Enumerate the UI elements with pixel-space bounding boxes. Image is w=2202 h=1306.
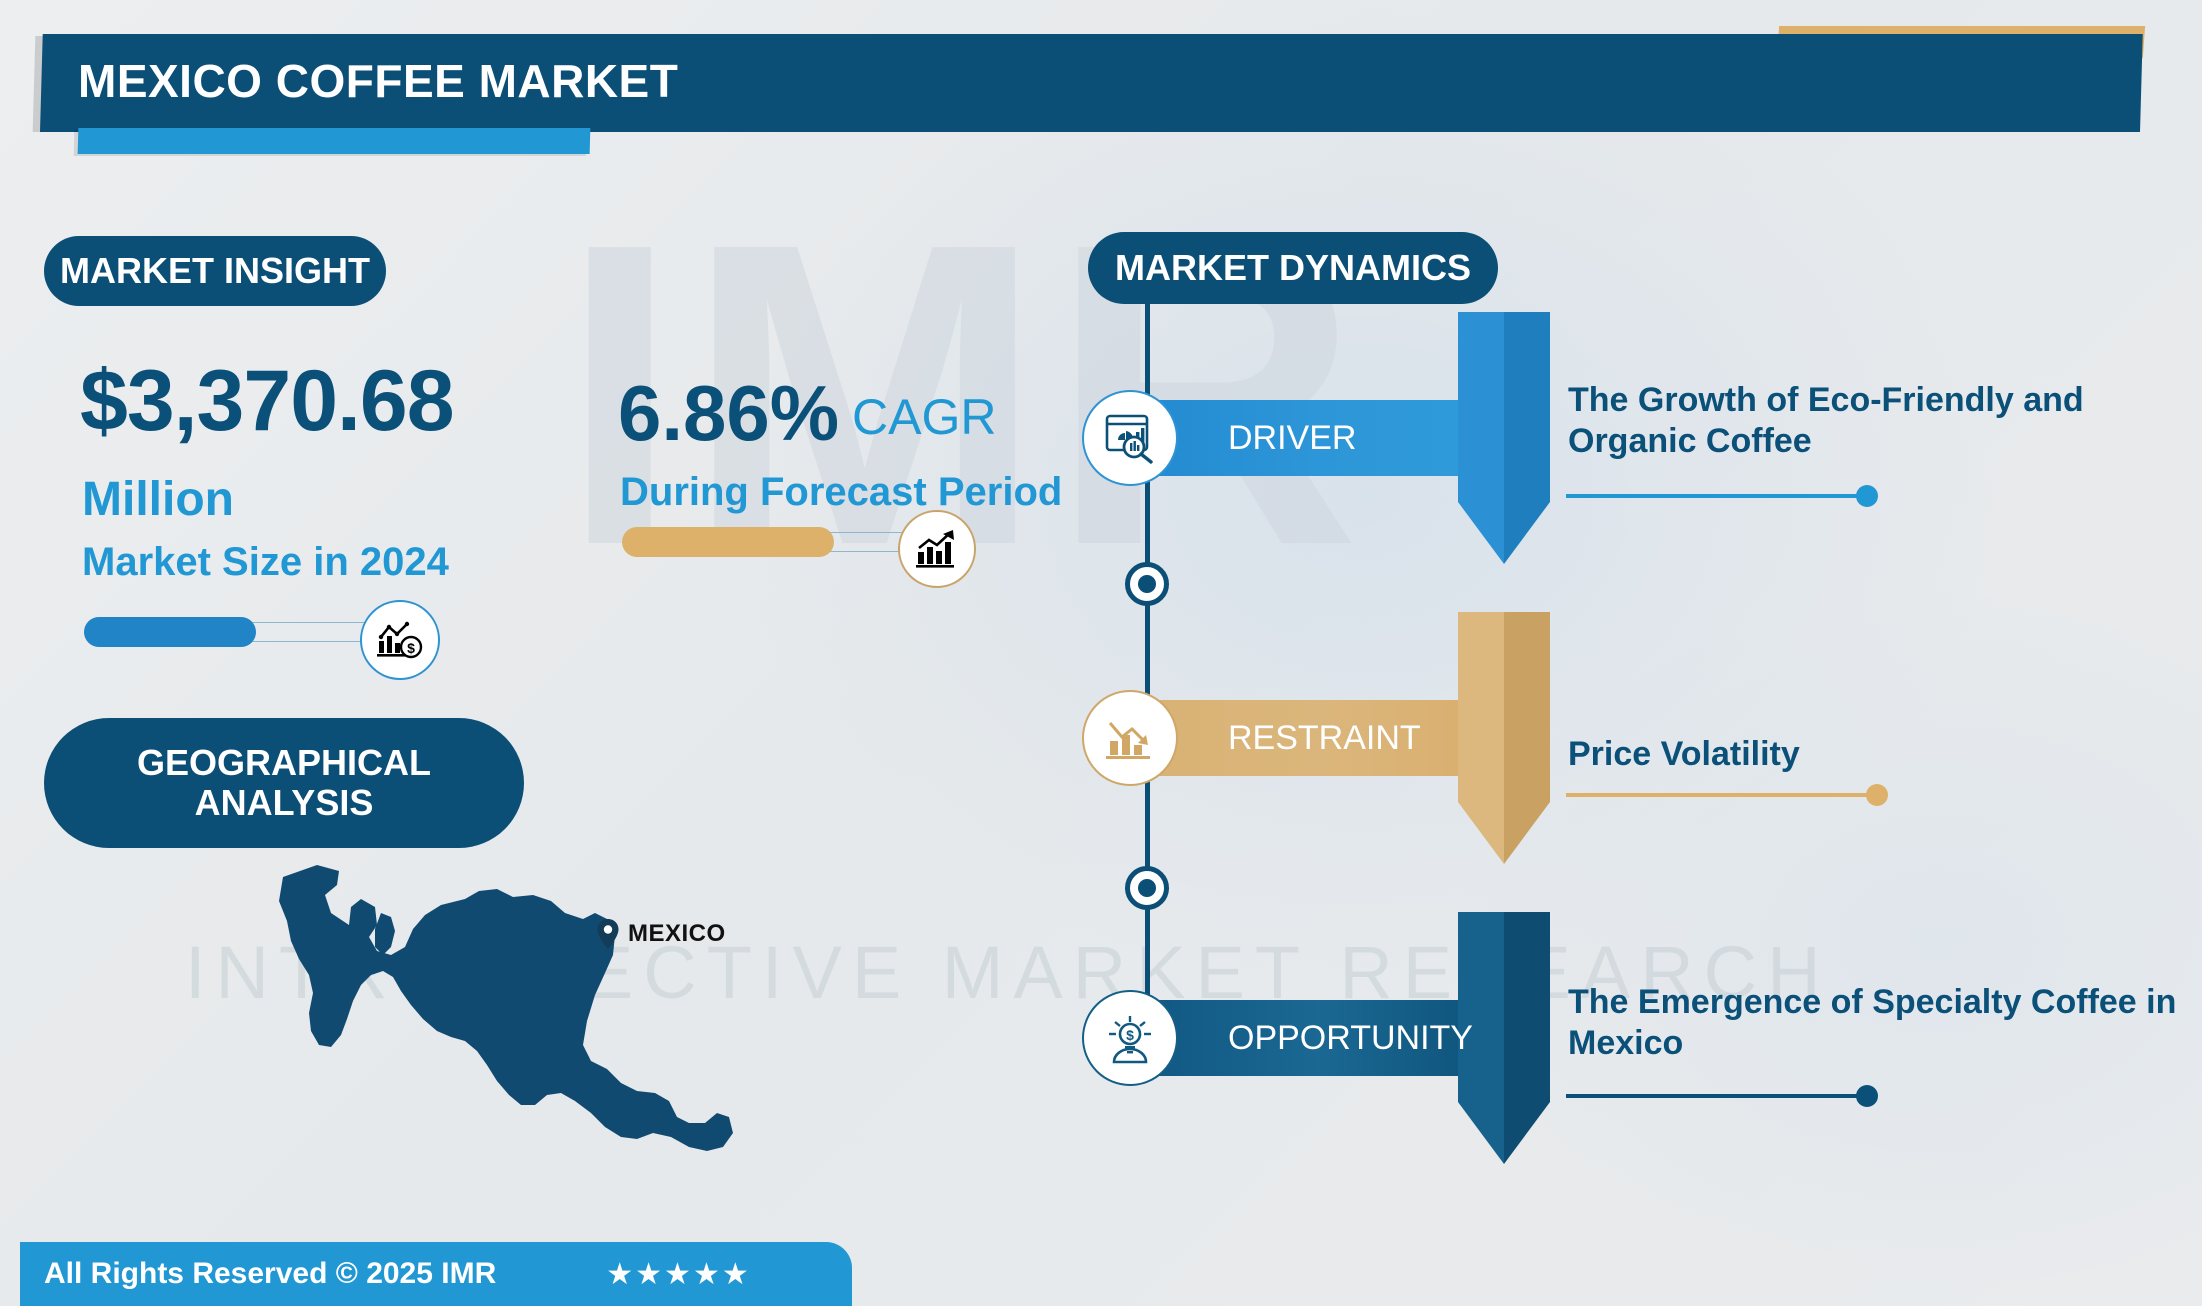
header-accent-bar xyxy=(77,128,591,154)
svg-text:$: $ xyxy=(1126,1027,1134,1043)
restraint-label: RESTRAINT xyxy=(1228,718,1421,757)
cagr-bar-fill xyxy=(622,527,834,557)
market-size-bar-fill xyxy=(84,617,256,647)
map-pin-icon xyxy=(597,919,619,949)
driver-label: DRIVER xyxy=(1228,418,1357,457)
timeline-node-1 xyxy=(1125,562,1169,606)
growth-chart-icon xyxy=(898,510,976,588)
geo-pill-line1: GEOGRAPHICAL xyxy=(136,741,431,783)
opportunity-text: The Emergence of Specialty Coffee in Mex… xyxy=(1568,983,2177,1063)
timeline-node-2 xyxy=(1125,866,1169,910)
opportunity-label: OPPORTUNITY xyxy=(1228,1018,1473,1057)
restraint-underline-dot xyxy=(1866,784,1888,806)
market-insight-pill: MARKET INSIGHT xyxy=(44,236,386,306)
footer-bar: All Rights Reserved © 2025 IMR ★★★★★ xyxy=(20,1242,852,1306)
report-magnifier-icon xyxy=(1082,390,1178,486)
declining-bar-chart-icon xyxy=(1082,690,1178,786)
driver-chevron-icon xyxy=(1458,312,1550,564)
restraint-text: Price Volatility xyxy=(1568,735,1800,773)
page-title: MEXICO COFFEE MARKET xyxy=(78,55,679,107)
opportunity-underline-dot xyxy=(1856,1085,1878,1107)
rating-stars: ★★★★★ xyxy=(606,1257,751,1291)
driver-text: The Growth of Eco-Friendly and Organic C… xyxy=(1568,381,2084,461)
opportunity-underline xyxy=(1566,1085,1878,1107)
market-size-caption: Market Size in 2024 xyxy=(82,540,449,584)
driver-underline xyxy=(1566,485,1878,507)
bar-chart-dollar-icon: $ xyxy=(360,600,440,680)
cagr-subtitle: During Forecast Period xyxy=(620,470,1063,514)
svg-text:$: $ xyxy=(407,640,415,656)
cagr-label: CAGR xyxy=(852,389,997,445)
market-size-unit: Million xyxy=(82,473,234,526)
dynamics-timeline-spine xyxy=(1145,300,1150,1070)
market-dynamics-pill: MARKET DYNAMICS xyxy=(1088,232,1498,304)
mexico-pin-label: MEXICO xyxy=(628,920,726,947)
geographical-analysis-pill: GEOGRAPHICAL ANALYSIS xyxy=(44,718,524,848)
market-size-value: $3,370.68 xyxy=(80,353,455,449)
lightbulb-dollar-icon: $ xyxy=(1082,990,1178,1086)
opportunity-chevron-icon xyxy=(1458,912,1550,1164)
restraint-underline xyxy=(1566,784,1888,806)
mexico-pin: MEXICO xyxy=(596,918,726,950)
mexico-map-shape xyxy=(279,865,733,1151)
restraint-chevron-icon xyxy=(1458,612,1550,864)
driver-underline-dot xyxy=(1856,485,1878,507)
geo-pill-line2: ANALYSIS xyxy=(194,782,374,823)
cagr-value: 6.86% xyxy=(618,369,840,457)
copyright-text: All Rights Reserved © 2025 IMR xyxy=(44,1257,497,1290)
